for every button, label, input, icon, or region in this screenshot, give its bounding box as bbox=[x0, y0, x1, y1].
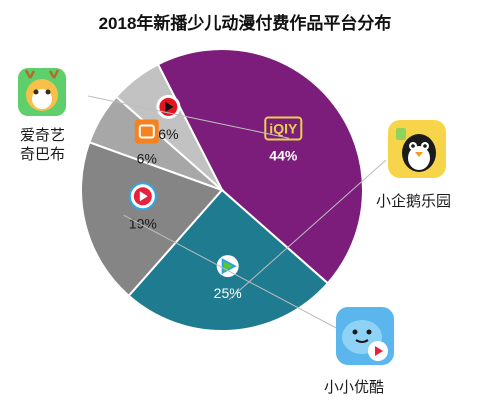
svg-text:iQIY: iQIY bbox=[269, 121, 298, 137]
pie-slice-3 bbox=[80, 140, 224, 298]
leader-line bbox=[123, 214, 341, 331]
slice-value-label: 19% bbox=[129, 215, 157, 231]
platform-caption: 爱奇艺 bbox=[20, 127, 65, 144]
app-icon-3 bbox=[336, 307, 394, 365]
slice-value-label: 44% bbox=[269, 148, 298, 164]
app-icon-1 bbox=[18, 68, 66, 116]
platform-caption: 奇巴布 bbox=[20, 146, 65, 163]
app-icon-2 bbox=[388, 120, 446, 178]
iqiyi-logo-icon: iQIY bbox=[264, 116, 303, 141]
leader-line bbox=[87, 95, 289, 139]
mango-tv-icon bbox=[134, 119, 159, 144]
platform-caption: 小企鹅乐园 bbox=[376, 192, 451, 210]
slice-value-label: 6% bbox=[137, 151, 157, 167]
sohu-video-icon bbox=[156, 94, 181, 119]
tencent-video-icon bbox=[216, 255, 239, 278]
pie-slice-5 bbox=[114, 63, 223, 191]
pie-slice-1 bbox=[156, 48, 364, 285]
slice-value-label: 25% bbox=[214, 285, 242, 301]
platform-caption: 小小优酷 bbox=[324, 379, 384, 396]
youku-icon bbox=[128, 182, 157, 211]
chart-title: 2018年新播少儿动漫付费作品平台分布 bbox=[99, 13, 392, 33]
leader-line bbox=[228, 159, 387, 301]
slice-value-label: 6% bbox=[158, 126, 178, 142]
